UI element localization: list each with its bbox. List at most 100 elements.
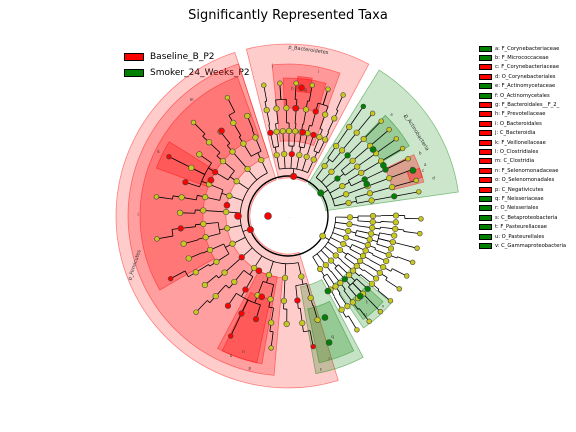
- tree-node: [321, 162, 328, 170]
- biomarker-legend-item: j: C_Bacteroidia: [479, 129, 576, 138]
- tree-node: [389, 239, 396, 246]
- tree-branch: [156, 196, 173, 200]
- biomarker-legend-swatch: [479, 73, 492, 80]
- tree-node: [312, 108, 319, 115]
- tree-node: [362, 247, 369, 254]
- tree-node: [229, 148, 236, 155]
- tree-branch: [294, 83, 297, 100]
- tree-node: [354, 163, 361, 170]
- tree-node: [252, 316, 260, 323]
- tree-node: [310, 343, 316, 350]
- tree-node: [233, 178, 240, 185]
- tree-node: [205, 139, 213, 146]
- clade-letter: p: [249, 365, 252, 370]
- root-label: .: [289, 215, 290, 219]
- tree-node: [219, 158, 227, 165]
- node-baseline-marker: [218, 127, 225, 135]
- clade-band-neisseriales: [307, 300, 355, 364]
- tree-arc: [251, 150, 262, 157]
- chart-title: Significantly Represented Taxa: [188, 8, 388, 23]
- node-bacteroidetes: [290, 172, 298, 180]
- tree-branch: [193, 122, 206, 135]
- node-firmicutes: [246, 226, 254, 234]
- tree-node: [388, 184, 396, 191]
- node-baseline-marker: [299, 128, 307, 136]
- biomarker-legend-label: l: O_Clostridiales: [495, 148, 539, 155]
- tree-node: [314, 316, 321, 323]
- biomarker-legend-item: g: F_Bacteroidales__F_2_: [479, 100, 576, 109]
- tree-node: [392, 219, 399, 226]
- tree-node: [307, 294, 314, 302]
- tree-node: [182, 179, 189, 186]
- tree-node: [386, 126, 392, 133]
- tree-branch: [400, 180, 417, 186]
- tree-node: [337, 279, 344, 287]
- biomarker-legend-swatch: [479, 130, 492, 137]
- biomarker-legend-item: e: F_Actinomycetaceae: [479, 82, 576, 91]
- tree-node: [334, 175, 341, 182]
- node-smoker-marker: [409, 167, 417, 174]
- tree-node: [344, 152, 351, 159]
- tree-node: [369, 218, 376, 226]
- biomarker-legend-label: d: O_Corynebacteriales: [495, 73, 556, 80]
- tree-arc: [348, 180, 352, 187]
- tree-node: [230, 119, 237, 126]
- node-baseline-marker: [292, 104, 299, 112]
- tree-node: [346, 271, 353, 279]
- tree-node: [392, 225, 399, 233]
- tree-node: [416, 189, 422, 195]
- tree-arc: [299, 146, 305, 149]
- biomarker-legend-swatch: [479, 92, 492, 99]
- clade-letter: a: [424, 162, 427, 167]
- tree-node: [242, 286, 249, 293]
- tree-node: [345, 227, 352, 235]
- tree-node: [201, 281, 208, 289]
- biomarker-legend-label: b: F_Micrococcaceae: [495, 55, 549, 62]
- tree-branch: [377, 290, 391, 302]
- tree-node: [376, 269, 383, 276]
- node-baseline-marker: [258, 293, 266, 301]
- node-baseline-marker: [223, 201, 231, 209]
- tree-node: [354, 327, 360, 333]
- biomarker-legend-label: j: C_Bacteroidia: [495, 130, 536, 137]
- tree-node: [193, 309, 199, 315]
- tree-node: [154, 236, 160, 242]
- clade-letter: e: [390, 112, 393, 117]
- tree-node: [346, 123, 353, 131]
- biomarker-legend-item: b: F_Micrococcaceae: [479, 53, 576, 62]
- tree-node: [261, 82, 267, 88]
- tree-node: [417, 230, 423, 237]
- node-smoker-marker: [321, 314, 329, 321]
- tree-node: [368, 230, 375, 237]
- clade-letter: o: [230, 353, 233, 358]
- tree-arc: [322, 273, 328, 278]
- tree-node: [206, 246, 214, 254]
- tree-node: [224, 225, 231, 232]
- tree-node: [309, 82, 315, 88]
- tree-node: [364, 285, 371, 292]
- biomarker-legend-swatch: [479, 45, 492, 52]
- tree-node: [200, 207, 207, 214]
- tree-node: [359, 252, 367, 260]
- biomarker-legend-swatch: [479, 205, 492, 212]
- tree-node: [252, 134, 259, 141]
- biomarker-legend-label: q: F_Neisseriaceae: [495, 195, 544, 202]
- tree-node: [277, 80, 283, 86]
- tree-branch: [348, 315, 358, 330]
- tree-node: [342, 191, 350, 198]
- legend-swatch-red: [124, 53, 144, 61]
- tree-node: [322, 136, 329, 143]
- biomarker-legend-swatch: [479, 102, 492, 109]
- tree-node: [353, 129, 360, 136]
- node-baseline-marker: [298, 84, 305, 92]
- tree-node: [302, 106, 310, 113]
- tree-node: [273, 151, 280, 159]
- biomarker-legend-swatch: [479, 233, 492, 240]
- tree-node: [332, 252, 339, 259]
- tree-node: [279, 128, 286, 135]
- clade-letter: t: [366, 300, 368, 305]
- tree-branch: [358, 308, 370, 322]
- tree-node: [373, 275, 380, 282]
- tree-node: [178, 194, 185, 201]
- tree-node: [409, 259, 416, 266]
